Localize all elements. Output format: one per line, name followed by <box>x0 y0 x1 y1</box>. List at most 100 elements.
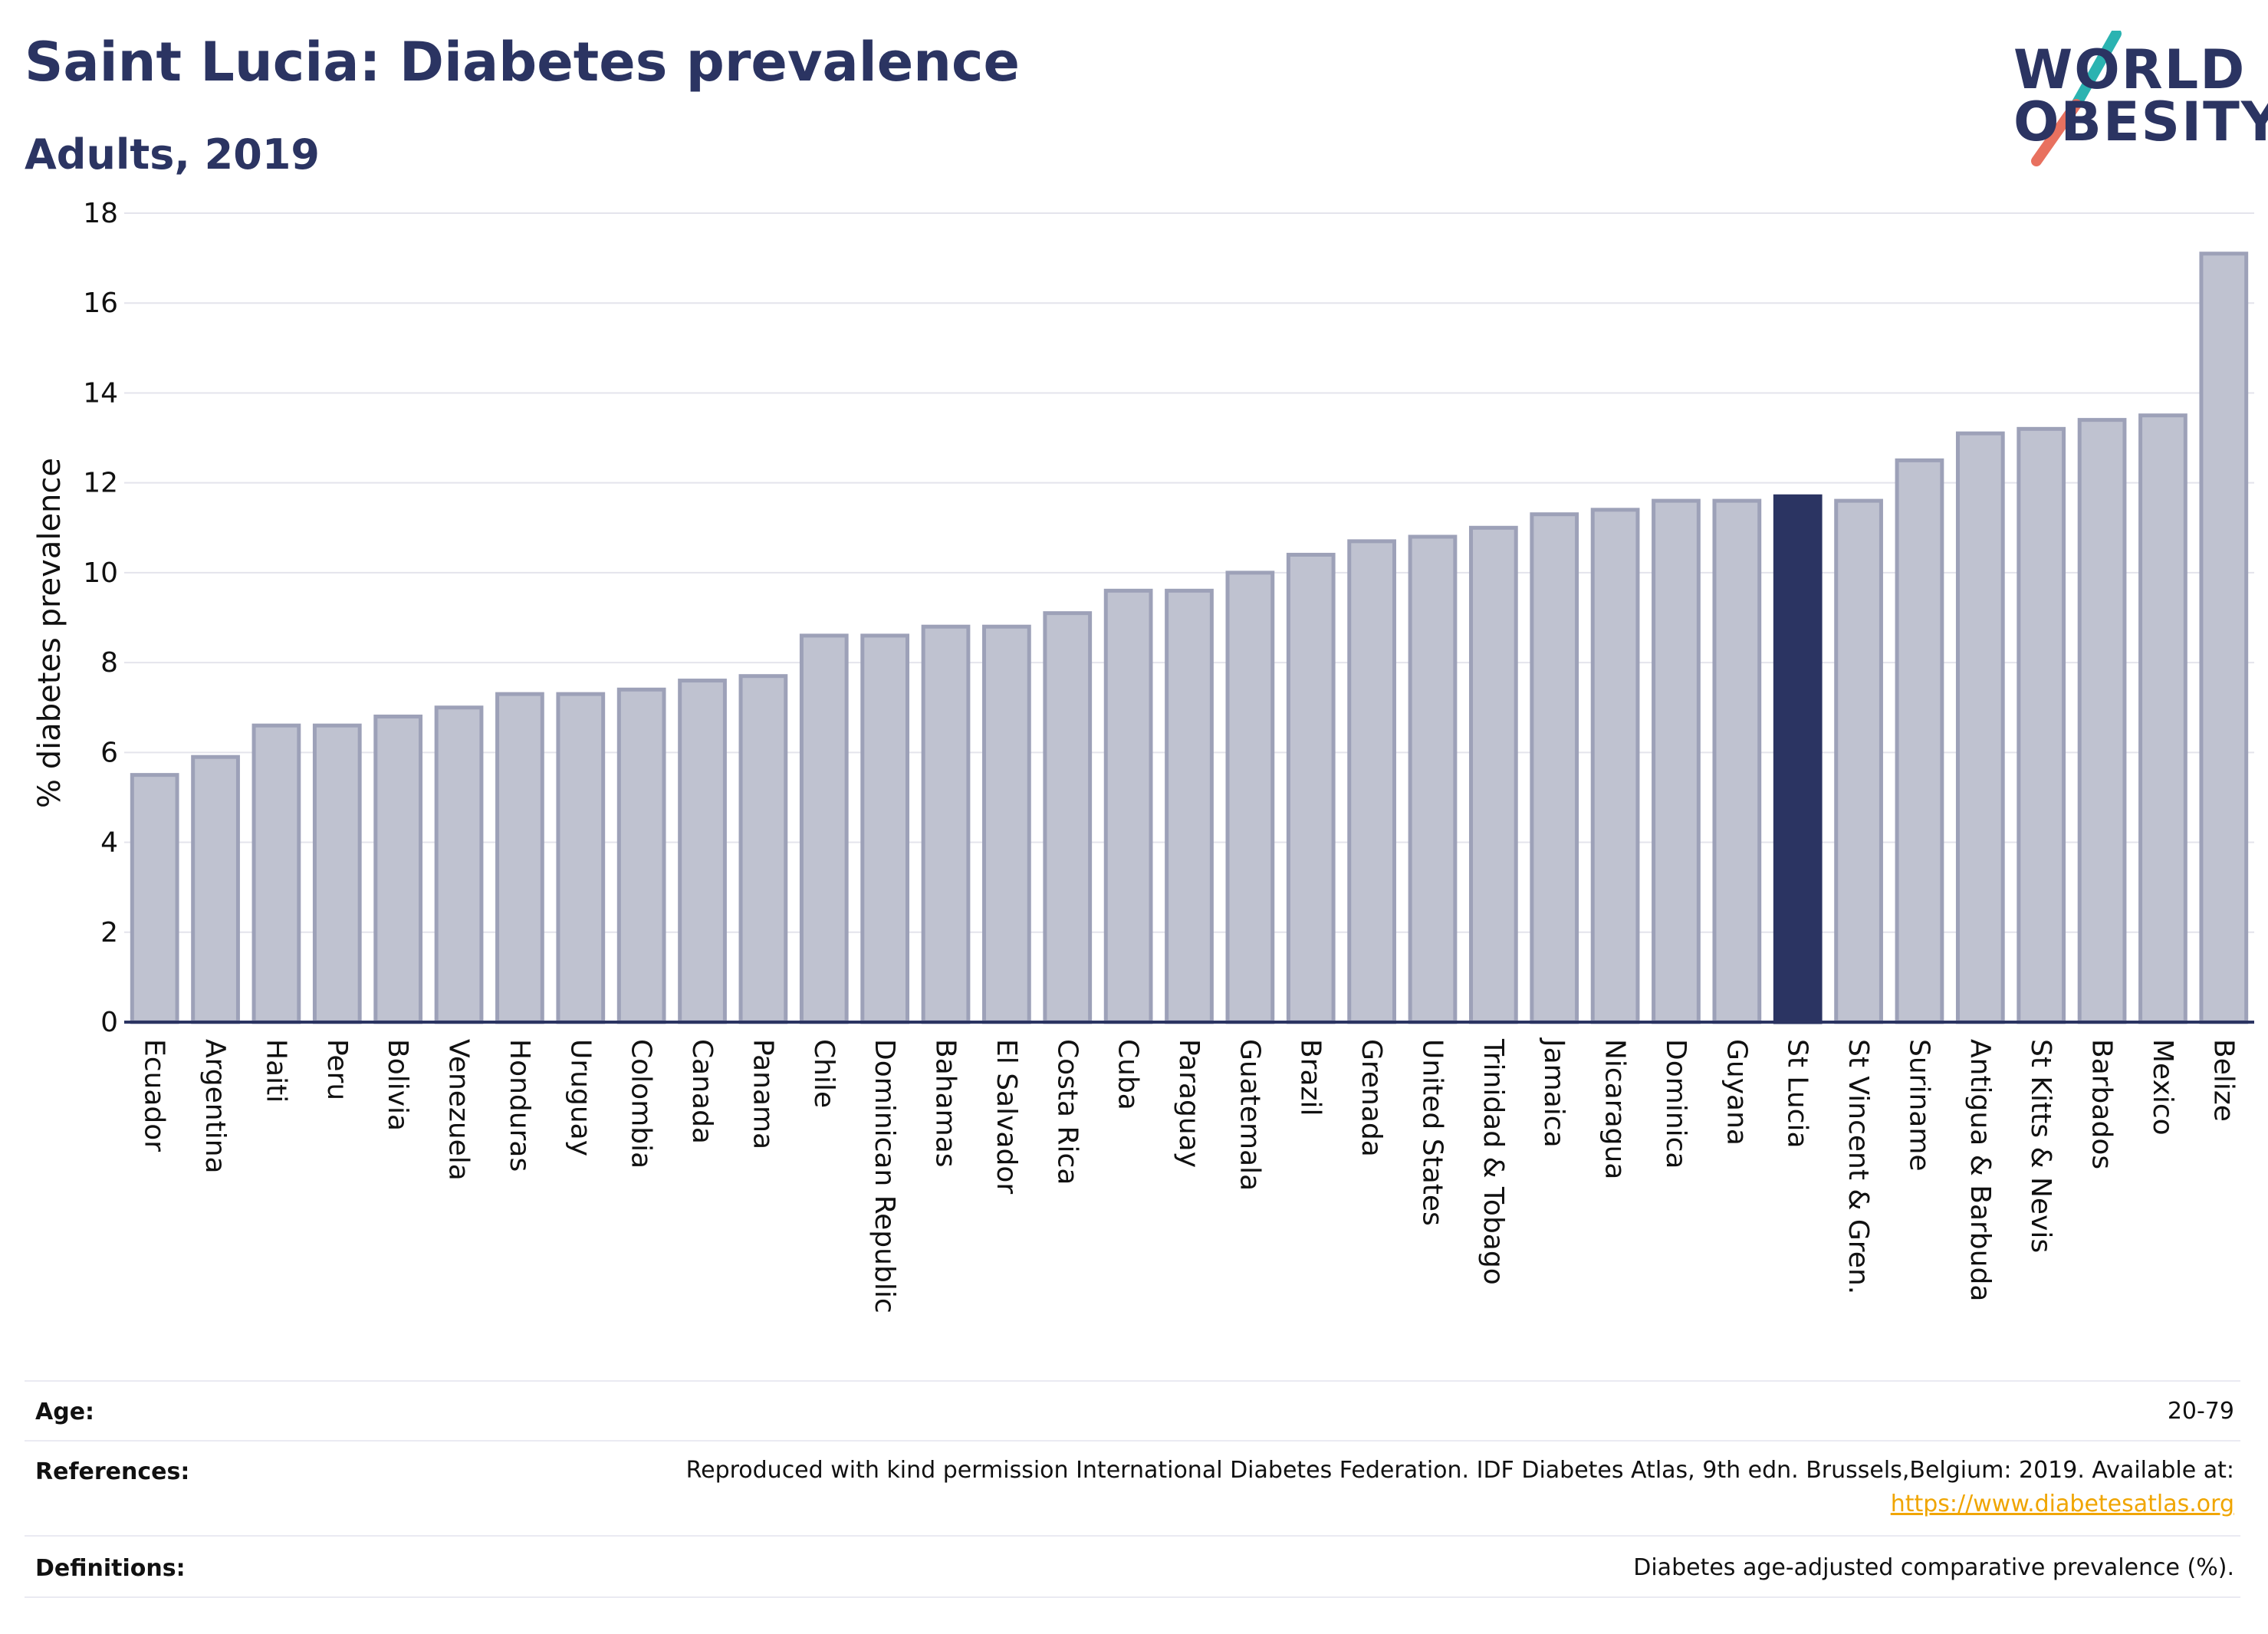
bar <box>1103 588 1153 1024</box>
x-axis-labels: Ecuador Argentina Haiti Peru Bolivia Venezuel… <box>139 1037 2240 1313</box>
bar <box>2017 426 2066 1024</box>
bar <box>1286 552 1336 1024</box>
age-value: 20-79 <box>2167 1398 2234 1425</box>
references-label: References: <box>35 1458 190 1485</box>
x-tick-label: Cuba <box>1113 1039 1144 1110</box>
x-tick-label: Panama <box>747 1039 778 1149</box>
world-obesity-logo: WORLD OBESITY <box>1994 31 2268 169</box>
x-tick-label: Paraguay <box>1173 1039 1205 1168</box>
x-tick-label: Guyana <box>1721 1039 1752 1146</box>
info-row-age: Age: 20-79 <box>25 1380 2240 1442</box>
references-text: Reproduced with kind permission Internat… <box>685 1457 2234 1484</box>
bar <box>1225 570 1275 1024</box>
bar <box>2199 252 2249 1024</box>
bar <box>434 705 484 1024</box>
logo-slash-icon <box>2031 31 2122 166</box>
chart-subtitle: Adults, 2019 <box>25 130 320 179</box>
x-tick-label: Nicaragua <box>1599 1039 1631 1179</box>
y-tick-label: 8 <box>100 647 118 679</box>
x-tick-label: Colombia <box>626 1039 657 1169</box>
bar <box>1955 431 2005 1024</box>
x-tick-label: Chile <box>808 1039 840 1108</box>
info-bottom-divider <box>25 1596 2240 1598</box>
x-tick-label: Peru <box>321 1039 353 1100</box>
bar <box>616 687 666 1024</box>
y-tick-label: 10 <box>83 557 118 589</box>
x-tick-label: Bahamas <box>930 1039 961 1168</box>
bar <box>312 723 362 1024</box>
x-tick-label: Suriname <box>1903 1039 1934 1172</box>
logo-text-obesity: OBESITY <box>2013 90 2268 153</box>
bar <box>1165 588 1214 1024</box>
bar <box>678 679 727 1024</box>
definitions-label: Definitions: <box>35 1555 186 1582</box>
y-tick-label: 4 <box>100 827 118 859</box>
bar <box>373 714 423 1024</box>
definitions-value: Diabetes age-adjusted comparative preval… <box>1633 1554 2234 1581</box>
x-tick-label: Uruguay <box>564 1039 596 1156</box>
bar <box>191 755 240 1024</box>
chart-title: Saint Lucia: Diabetes prevalence <box>25 31 1020 94</box>
x-tick-label: Jamaica <box>1538 1037 1570 1148</box>
x-tick-label: Argentina <box>199 1039 231 1174</box>
bar <box>130 773 179 1024</box>
x-tick-label: El Salvador <box>991 1039 1022 1194</box>
bar <box>495 692 544 1024</box>
bar <box>1347 539 1396 1024</box>
bar <box>1590 508 1640 1024</box>
y-tick-label: 14 <box>83 377 118 409</box>
bar <box>1652 498 1701 1024</box>
x-tick-label: Trinidad & Tobago <box>1477 1038 1509 1285</box>
bar <box>1468 525 1518 1024</box>
x-tick-label: St Lucia <box>1782 1039 1813 1149</box>
x-tick-label: Costa Rica <box>1051 1039 1083 1185</box>
x-tick-label: Brazil <box>1295 1039 1326 1116</box>
bar <box>1530 512 1579 1024</box>
x-tick-label: St Vincent & Gren. <box>1842 1039 1874 1294</box>
x-tick-label: Barbados <box>2086 1039 2118 1169</box>
x-tick-label: Honduras <box>504 1039 535 1172</box>
y-tick-label: 16 <box>83 288 118 319</box>
bar <box>1043 611 1093 1024</box>
y-axis-title: % diabetes prevalence <box>32 458 67 808</box>
y-axis-ticks: 0 2 4 6 8 10 12 14 16 18 <box>83 198 118 1038</box>
bar <box>860 633 910 1024</box>
y-tick-label: 0 <box>100 1007 118 1038</box>
bar-chart: 0 2 4 6 8 10 12 14 16 18 Ecuador Argentina Haiti Per… <box>32 198 2254 1313</box>
logo-text-world: WORLD <box>2013 38 2247 101</box>
bar <box>1895 458 1944 1024</box>
y-tick-label: 6 <box>100 737 118 768</box>
x-tick-label: Canada <box>686 1039 718 1144</box>
bar <box>2138 413 2187 1024</box>
bar <box>2077 418 2127 1024</box>
y-tick-label: 18 <box>83 198 118 229</box>
bar-highlighted <box>1773 494 1823 1024</box>
bar <box>738 674 788 1024</box>
x-tick-label: United States <box>1416 1039 1448 1226</box>
info-row-references: References: Reproduced with kind permiss… <box>25 1440 2240 1537</box>
bar <box>1834 498 1883 1024</box>
references-value: Reproduced with kind permission Internat… <box>686 1454 2234 1521</box>
bar <box>556 692 606 1024</box>
bars <box>130 252 2249 1024</box>
x-tick-label: Haiti <box>260 1039 291 1103</box>
bar <box>1408 534 1458 1024</box>
x-tick-label: Antigua & Barbuda <box>1964 1039 1996 1301</box>
x-tick-label: Mexico <box>2147 1039 2178 1136</box>
x-tick-label: Guatemala <box>1234 1039 1265 1191</box>
info-row-definitions: Definitions: Diabetes age-adjusted compa… <box>25 1535 2240 1598</box>
bar <box>799 633 849 1024</box>
references-link[interactable]: https://www.diabetesatlas.org <box>1890 1491 2234 1517</box>
y-tick-label: 2 <box>100 917 118 949</box>
bar <box>251 723 301 1024</box>
x-tick-label: Ecuador <box>139 1039 170 1152</box>
x-tick-label: Dominica <box>1660 1039 1691 1169</box>
x-tick-label: St Kitts & Nevis <box>2025 1039 2056 1253</box>
x-tick-label: Belize <box>2207 1039 2239 1122</box>
x-tick-label: Dominican Republic <box>869 1039 900 1313</box>
bar <box>1712 498 1762 1024</box>
y-tick-label: 12 <box>83 468 118 499</box>
x-tick-label: Grenada <box>1356 1039 1387 1157</box>
x-tick-label: Venezuela <box>443 1039 475 1181</box>
bar <box>982 624 1031 1024</box>
